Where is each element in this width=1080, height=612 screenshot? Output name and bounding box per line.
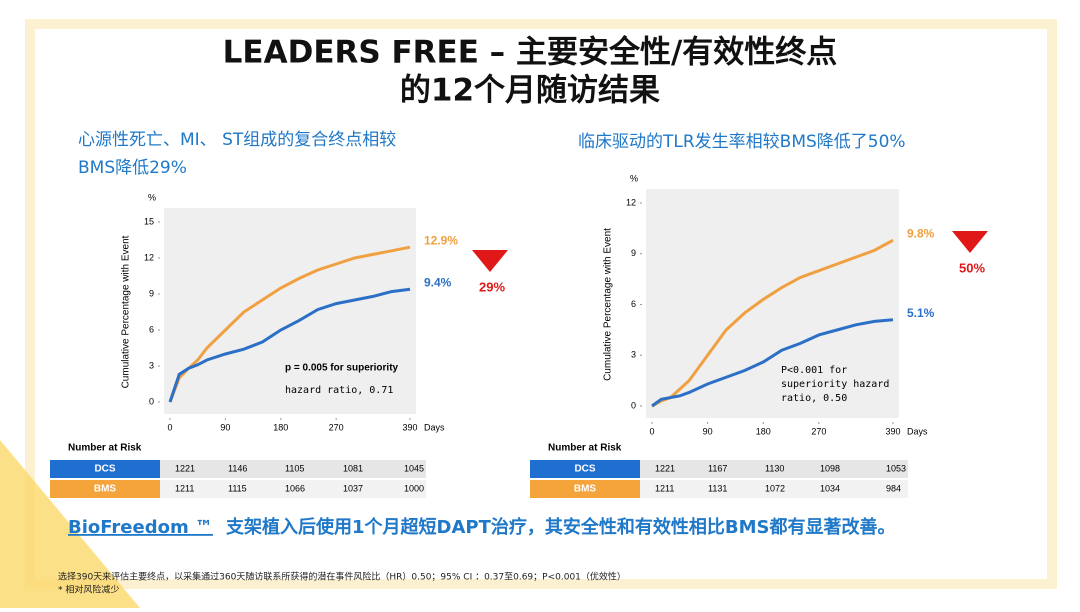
series-line	[651, 318, 894, 408]
risk-row-label: DCS	[94, 464, 115, 475]
risk-value: 1066	[285, 483, 305, 493]
risk-value: 1211	[655, 483, 674, 493]
x-tick-label: 180	[273, 422, 288, 432]
risk-value: 1115	[228, 483, 247, 493]
y-tick-label: 12	[626, 197, 636, 207]
risk-value: 1098	[820, 463, 840, 473]
y-tick-label: 6	[631, 299, 636, 309]
annotation: hazard ratio, 0.71	[285, 385, 393, 396]
risk-value: 1034	[820, 483, 840, 493]
series-line	[168, 245, 411, 403]
series-line	[168, 287, 411, 403]
risk-value: 1130	[765, 463, 784, 473]
footnote: 选择390天来评估主要终点，以采集通过360天随访联系所获得的潜在事件风险比（H…	[58, 571, 626, 583]
y-axis-label: Cumulative Percentage with Event	[121, 235, 132, 388]
x-tick-label: 270	[811, 426, 826, 436]
x-tick-label: 270	[329, 422, 344, 432]
risk-row-bg	[640, 460, 908, 478]
risk-value: 1146	[228, 463, 247, 473]
risk-value: 1037	[343, 483, 363, 493]
reduction-arrow	[952, 231, 988, 253]
x-tick-label: 0	[649, 426, 654, 436]
title: 的12个月随访结果	[400, 73, 660, 109]
risk-row-bg	[160, 460, 426, 478]
risk-value: 1211	[175, 483, 194, 493]
annotation-box: P<0.001 for superiority hazard ratio, 0.…	[781, 365, 890, 404]
y-tick-label: 9	[631, 248, 636, 258]
risk-row-label: DCS	[574, 464, 595, 475]
risk-value: 1221	[175, 463, 195, 473]
risk-title: Number at Risk	[68, 443, 142, 454]
end-label: 12.9%	[424, 233, 458, 247]
x-tick-label: 90	[703, 426, 713, 436]
x-tick-label: 0	[167, 422, 172, 432]
x-tick-label: 390	[885, 426, 900, 436]
title: LEADERS FREE – 主要安全性/有效性终点	[223, 35, 838, 71]
y-tick-label: 15	[144, 216, 154, 226]
risk-row-label-bg	[530, 480, 640, 498]
y-tick-label: 9	[149, 288, 154, 298]
risk-value: 1072	[765, 483, 785, 493]
plot-area	[164, 208, 416, 414]
y-tick-label: 12	[144, 252, 154, 262]
risk-row-label-bg	[50, 480, 160, 498]
risk-value: 1053	[886, 463, 906, 473]
conclusion: 支架植入后使用1个月超短DAPT治疗，其安全性和有效性相比BMS都有显著改善。	[225, 516, 895, 538]
reduction-arrow	[472, 250, 508, 272]
x-unit: Days	[907, 426, 928, 436]
risk-value: 1167	[708, 463, 727, 473]
reduction: 29%	[479, 279, 505, 294]
risk-row-label-bg	[50, 460, 160, 478]
risk-value: 1221	[655, 463, 675, 473]
subtitle: 临床驱动的TLR发生率相较BMS降低了50%	[578, 132, 906, 152]
y-unit: %	[148, 192, 156, 202]
y-tick-label: 0	[631, 400, 636, 410]
annotation: P<0.001 for superiority hazard ratio, 0.…	[781, 365, 890, 404]
risk-row-label: BMS	[574, 484, 597, 495]
frame	[25, 19, 1057, 589]
risk-value: 1105	[285, 463, 304, 473]
end-label: 5.1%	[907, 306, 935, 320]
risk-value: 1000	[404, 483, 424, 493]
y-axis-label: Cumulative Percentage with Event	[603, 228, 614, 381]
subtitle: 心源性死亡、MI、 ST组成的复合终点相较	[78, 130, 396, 150]
reduction: 50%	[959, 260, 985, 275]
risk-value: 1081	[343, 463, 363, 473]
footnote: * 相对风险减少	[58, 584, 119, 596]
end-label: 9.4%	[424, 275, 452, 289]
risk-title: Number at Risk	[548, 443, 622, 454]
brand: BioFreedom ™	[68, 517, 213, 538]
x-tick-label: 180	[756, 426, 771, 436]
risk-row-bg	[160, 480, 426, 498]
y-unit: %	[630, 173, 638, 183]
risk-row-label: BMS	[94, 484, 117, 495]
x-tick-label: 390	[402, 422, 417, 432]
y-tick-label: 3	[631, 350, 636, 360]
y-tick-label: 3	[149, 360, 154, 370]
risk-value: 984	[886, 483, 901, 493]
subtitle: BMS降低29%	[78, 158, 187, 178]
series-line	[651, 238, 894, 408]
annotation: p = 0.005 for superiority	[285, 363, 399, 374]
corner-triangle	[0, 440, 140, 608]
risk-value: 1131	[708, 483, 727, 493]
risk-value: 1045	[404, 463, 424, 473]
y-tick-label: 6	[149, 324, 154, 334]
end-label: 9.8%	[907, 226, 935, 240]
risk-row-label-bg	[530, 460, 640, 478]
x-unit: Days	[424, 422, 445, 432]
x-tick-label: 90	[220, 422, 230, 432]
y-tick-label: 0	[149, 396, 154, 406]
risk-row-bg	[640, 480, 908, 498]
